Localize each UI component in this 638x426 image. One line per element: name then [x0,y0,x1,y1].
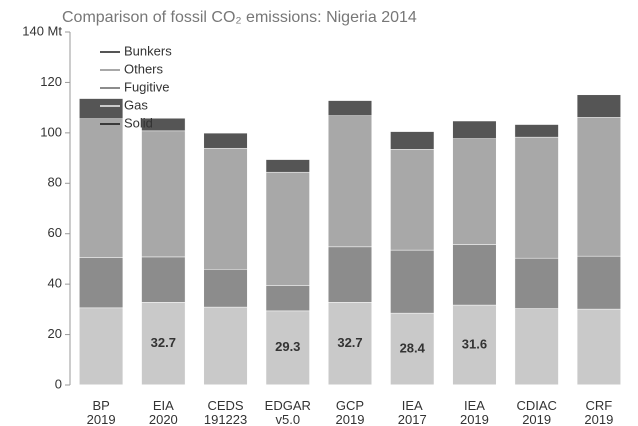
x-tick-label: EIA 2020 [149,398,178,426]
bar-segment [514,308,559,385]
bar-segment [79,118,124,258]
bar-segment [79,257,124,309]
bar-segment [327,302,373,385]
bar-segment [203,306,248,385]
data-label: 31.6 [462,336,487,351]
legend-label: Bunkers [124,43,172,58]
data-label: 32.7 [151,335,176,350]
x-tick-label: CDIAC 2019 [516,398,556,426]
legend-label: Solid [124,115,153,130]
bar-segment [514,257,559,309]
bar-segment [141,256,186,303]
y-tick-label: 20 [48,326,62,341]
bar-segment [327,115,373,248]
bar-segment [141,302,186,385]
bar-segment [203,147,248,270]
bar-segment [390,249,435,314]
legend-label: Others [124,61,164,76]
bar-segment [265,310,310,385]
bar-segment [203,269,248,308]
y-tick-label: 120 [40,74,62,89]
bar-segment [576,255,621,310]
bar-segment [265,285,310,312]
chart-title: Comparison of fossil CO₂ emissions: Nige… [62,9,417,26]
bar-segment [327,246,373,303]
bar-segment [576,117,621,257]
x-tick-label: GCP 2019 [336,398,365,426]
bar-segment [452,120,497,139]
data-label: 28.4 [400,340,426,355]
bar-segment [390,148,435,251]
bar-segment [327,100,373,116]
y-tick-label: 60 [48,225,62,240]
y-tick-label: 0 [55,376,62,391]
x-tick-label: CRF 2019 [584,398,613,426]
bar-segment [514,136,559,259]
y-tick-label: 40 [48,276,62,291]
bar-segment [79,98,124,119]
x-tick-label: IEA 2019 [460,398,489,426]
bar-segment [141,130,186,258]
x-tick-label: CEDS 191223 [204,398,247,426]
legend-label: Gas [124,97,148,112]
bar-segment [576,308,621,385]
legend-label: Fugitive [124,79,170,94]
x-tick-label: EDGAR v5.0 [265,398,311,426]
bar-segment [452,138,497,245]
x-tick-label: IEA 2017 [398,398,427,426]
y-tick-label: 140 Mt [22,23,62,38]
data-label: 29.3 [275,339,300,354]
y-tick-label: 100 [40,124,62,139]
bar-segment [576,94,621,118]
bar-segment [141,117,186,132]
y-tick-label: 80 [48,175,62,190]
bar-segment [79,307,124,385]
data-label: 32.7 [337,335,362,350]
bar-segment [452,244,497,306]
bar-segment [514,124,559,138]
bar-segment [203,132,248,149]
bar-segment [265,159,310,173]
bar-segment [265,171,310,286]
x-tick-label: BP 2019 [87,398,116,426]
bar-segment [390,131,435,150]
